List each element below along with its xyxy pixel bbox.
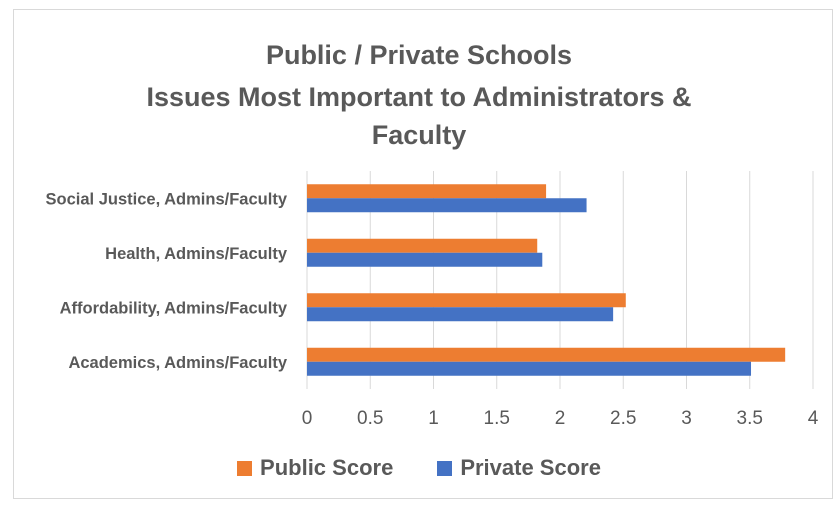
- x-tick-label: 3: [681, 408, 692, 429]
- x-tick-label: 2.5: [610, 408, 636, 429]
- bar-public: [307, 238, 538, 253]
- bar-public: [307, 184, 547, 199]
- x-tick-label: 3.5: [737, 408, 763, 429]
- legend-label-public: Public Score: [260, 455, 394, 480]
- bar-private: [307, 307, 614, 322]
- x-tick-label: 1: [428, 408, 439, 429]
- x-tick-label: 2: [555, 408, 566, 429]
- bar-public: [307, 347, 786, 362]
- x-tick-label: 0: [302, 408, 313, 429]
- legend-label-private: Private Score: [460, 455, 601, 480]
- x-tick-label: 1.5: [484, 408, 510, 429]
- chart-title-line-1: Public / Private Schools: [265, 40, 573, 70]
- category-label: Health, Admins/Faculty: [105, 245, 288, 263]
- bar-private: [307, 361, 752, 376]
- bar-private: [307, 252, 543, 267]
- chart-title-line-2: Issues Most Important to Administrators …: [146, 82, 692, 112]
- chart-legend: Public Score Private Score: [0, 455, 838, 481]
- legend-swatch-public: [237, 460, 253, 476]
- category-label: Social Justice, Admins/Faculty: [46, 190, 288, 208]
- x-tick-label: 4: [808, 408, 819, 429]
- chart-title-line-3: Faculty: [371, 120, 467, 150]
- legend-item-public: Public Score: [237, 455, 393, 481]
- bar-public: [307, 293, 626, 308]
- category-label: Affordability, Admins/Faculty: [60, 299, 288, 317]
- category-label: Academics, Admins/Faculty: [68, 354, 287, 372]
- legend-item-private: Private Score: [437, 455, 601, 481]
- legend-swatch-private: [437, 460, 453, 476]
- x-tick-label: 0.5: [357, 408, 383, 429]
- bar-private: [307, 198, 587, 213]
